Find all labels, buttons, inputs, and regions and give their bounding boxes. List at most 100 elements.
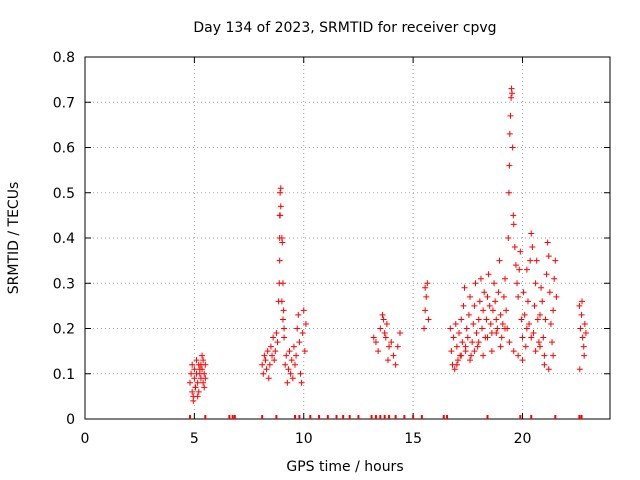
data-point <box>299 330 306 337</box>
data-point <box>189 361 196 368</box>
data-point <box>192 384 199 391</box>
data-point <box>514 280 521 287</box>
data-point <box>453 343 460 350</box>
data-point <box>577 325 584 332</box>
data-point <box>423 293 430 300</box>
data-point <box>517 248 524 255</box>
data-point <box>274 339 281 346</box>
data-point <box>526 320 533 327</box>
data-point <box>472 280 479 287</box>
data-point <box>194 393 201 400</box>
data-point <box>534 316 541 323</box>
data-point <box>375 348 382 355</box>
data-point <box>576 302 583 309</box>
data-point <box>515 352 522 359</box>
data-point <box>581 320 588 327</box>
data-point <box>276 257 283 264</box>
data-point <box>547 320 554 327</box>
data-point <box>510 221 517 228</box>
data-point <box>578 311 585 318</box>
x-axis-label: GPS time / hours <box>286 459 403 475</box>
data-point <box>486 302 493 309</box>
data-point <box>540 334 547 341</box>
data-point <box>553 293 560 300</box>
data-point <box>541 352 548 359</box>
data-point <box>278 298 285 305</box>
data-point <box>287 370 294 377</box>
data-point <box>491 280 498 287</box>
data-point <box>281 325 288 332</box>
data-point <box>496 257 503 264</box>
data-point <box>527 257 534 264</box>
grid <box>85 57 610 419</box>
data-point <box>200 357 207 364</box>
data-point <box>509 90 515 97</box>
data-point <box>580 343 587 350</box>
data-point <box>270 334 277 341</box>
data-point <box>579 334 586 341</box>
y-axis-label: SRMTID / TECUs <box>6 182 22 295</box>
data-point <box>552 257 559 264</box>
data-point <box>467 293 473 300</box>
data-point <box>505 189 512 196</box>
data-point <box>539 298 546 305</box>
data-point <box>421 325 428 332</box>
data-point <box>458 352 465 359</box>
data-point <box>266 361 273 368</box>
data-point <box>460 302 467 309</box>
data-point <box>297 370 304 377</box>
data-point <box>538 284 545 291</box>
data-point <box>273 330 280 337</box>
data-point <box>480 307 487 314</box>
data-point <box>194 379 201 386</box>
data-point <box>579 298 585 305</box>
data-point <box>454 357 461 364</box>
data-point <box>488 348 495 355</box>
data-point <box>497 343 504 350</box>
data-point <box>392 361 399 368</box>
data-point <box>286 348 293 355</box>
data-point <box>271 357 278 364</box>
data-point <box>191 375 198 382</box>
data-point <box>201 384 208 391</box>
axis-ticks <box>84 56 610 420</box>
data-point <box>582 330 589 337</box>
data-point <box>196 366 203 373</box>
data-point <box>280 307 287 314</box>
data-point <box>523 266 530 273</box>
y-tick-label: 0.2 <box>53 322 75 338</box>
data-point <box>502 275 508 282</box>
data-point <box>544 239 551 246</box>
data-point <box>473 330 480 337</box>
data-point <box>465 311 472 318</box>
data-point <box>549 339 556 346</box>
data-point <box>510 212 517 219</box>
data-point <box>290 343 297 350</box>
data-point <box>382 334 389 341</box>
data-point <box>493 316 500 323</box>
data-point <box>581 352 588 359</box>
data-point <box>383 320 390 327</box>
data-point <box>535 339 542 346</box>
data-point <box>551 275 558 282</box>
data-point <box>471 348 478 355</box>
data-point <box>494 325 501 332</box>
data-point <box>471 302 478 309</box>
data-point <box>506 339 513 346</box>
data-point <box>386 343 393 350</box>
data-point <box>425 316 432 323</box>
data-point <box>456 330 463 337</box>
data-point <box>492 298 499 305</box>
data-point <box>277 185 284 192</box>
data-point <box>193 357 200 364</box>
data-point <box>279 316 286 323</box>
data-point <box>533 257 540 264</box>
x-tick-label: 15 <box>404 431 422 447</box>
y-tick-label: 0.7 <box>53 95 75 111</box>
data-point <box>495 289 502 296</box>
data-point <box>461 284 468 291</box>
data-point <box>261 352 268 359</box>
data-point <box>521 311 528 318</box>
data-point <box>281 334 288 341</box>
y-tick-label: 0.3 <box>53 276 75 292</box>
